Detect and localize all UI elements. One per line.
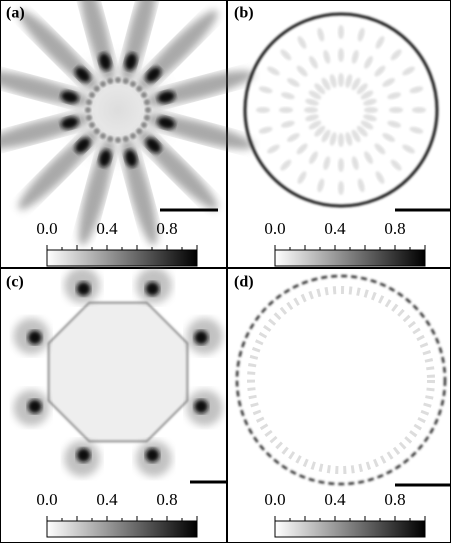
image-b <box>245 14 437 206</box>
ring-dot <box>145 107 151 113</box>
fringe <box>412 107 426 113</box>
fringe <box>279 107 293 113</box>
colorbar <box>47 521 197 537</box>
fringe <box>338 73 344 87</box>
fringe <box>409 85 424 94</box>
colorbar-tick-label: 0.8 <box>156 219 177 238</box>
fringe <box>295 142 309 156</box>
fringe <box>286 76 301 88</box>
fringe <box>356 27 365 42</box>
lobe <box>77 448 91 462</box>
lobe <box>194 399 208 413</box>
fringe <box>401 65 416 77</box>
fringe <box>322 49 331 64</box>
fringe <box>338 133 344 147</box>
fringe <box>362 55 374 70</box>
fringe <box>279 48 293 62</box>
colorbar-tick-label: 0.4 <box>324 490 346 509</box>
fringe <box>316 178 325 193</box>
lobe <box>145 448 159 462</box>
ring <box>237 276 445 484</box>
colorbar <box>275 250 425 266</box>
colorbar-tick-label: 0.8 <box>156 490 177 509</box>
fringe <box>296 170 308 185</box>
fringe <box>374 35 386 50</box>
core <box>49 303 188 442</box>
fringe <box>307 150 319 165</box>
fringe <box>307 55 319 70</box>
lobe <box>28 399 42 413</box>
fringe <box>351 156 360 171</box>
lobe <box>28 331 42 345</box>
fringe <box>280 120 295 129</box>
colorbar-tick-label: 0.8 <box>384 219 405 238</box>
fringe <box>286 131 301 143</box>
fringe <box>389 107 403 113</box>
fringe <box>351 49 360 64</box>
colorbar-tick-label: 0.0 <box>36 490 57 509</box>
panel-label: (a) <box>6 5 25 22</box>
fringe <box>374 170 386 185</box>
fringe <box>373 142 387 156</box>
fringe <box>381 131 396 143</box>
fringe <box>356 178 365 193</box>
fringe <box>387 91 402 100</box>
colorbar-tick-label: 0.0 <box>264 490 285 509</box>
image-c <box>13 267 222 476</box>
fringe <box>258 85 273 94</box>
fringe <box>322 156 331 171</box>
colorbar-tick-label: 0.0 <box>264 219 285 238</box>
panel-label: (b) <box>234 5 254 22</box>
fringe <box>295 64 309 78</box>
colorbar <box>47 250 197 266</box>
lobe <box>77 282 91 296</box>
ring <box>245 14 437 206</box>
fringe <box>256 107 270 113</box>
fringe <box>362 150 374 165</box>
fringe <box>279 158 293 172</box>
fringe <box>409 125 424 134</box>
fringe <box>280 91 295 100</box>
fringe <box>338 181 344 195</box>
fringe <box>389 48 403 62</box>
panel-label: (d) <box>234 274 254 291</box>
lobe <box>145 282 159 296</box>
inner <box>251 290 431 470</box>
fringe <box>296 35 308 50</box>
fringe <box>338 25 344 39</box>
fringe <box>401 143 416 155</box>
figure: (a) 0.0 0.4 0.8 (b) 0.0 0.4 0.8 (c) 0.0 0.4 0.8 (d) 0… <box>0 0 451 543</box>
fringe <box>316 27 325 42</box>
colorbar-tick-label: 0.4 <box>96 490 118 509</box>
panel-label: (c) <box>6 274 24 291</box>
ring-dot <box>115 77 121 83</box>
ring-dot <box>115 137 121 143</box>
fringe <box>304 107 318 113</box>
fringe <box>338 48 344 62</box>
colorbar-tick-label: 0.4 <box>96 219 118 238</box>
fringe <box>266 65 281 77</box>
fringe <box>387 120 402 129</box>
fringe <box>266 143 281 155</box>
fringe <box>389 158 403 172</box>
colorbar-tick-label: 0.4 <box>324 219 346 238</box>
colorbar <box>275 521 425 537</box>
fringe <box>258 125 273 134</box>
fringe <box>338 158 344 172</box>
fringe <box>381 76 396 88</box>
ring-dot <box>85 107 91 113</box>
fringe <box>364 107 378 113</box>
image-d <box>237 276 445 484</box>
lobe <box>194 331 208 345</box>
colorbar-tick-label: 0.0 <box>36 219 57 238</box>
fringe <box>373 64 387 78</box>
colorbar-tick-label: 0.8 <box>384 490 405 509</box>
